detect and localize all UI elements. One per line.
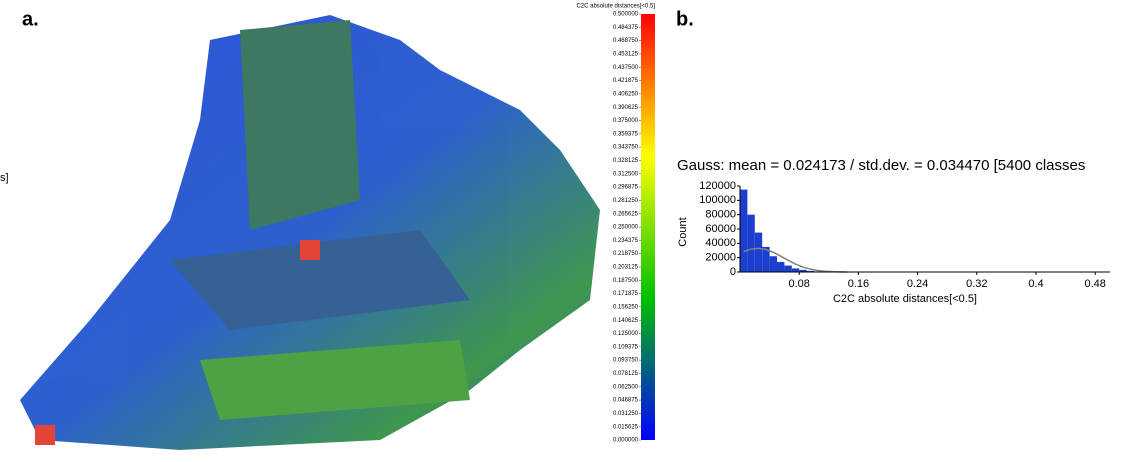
- y-tick-label: 0.468750: [613, 38, 639, 44]
- y-tick-label: 0.203125: [613, 265, 639, 271]
- y-tick-label: 0.140625: [613, 318, 639, 324]
- y-tick-label: 0.265625: [613, 211, 639, 217]
- bar: [784, 265, 792, 272]
- y-tick-label: 0.453125: [613, 52, 639, 58]
- cropped-text: s]: [0, 172, 9, 184]
- y-tick-label: 20000: [705, 252, 736, 264]
- chart-title: Gauss: mean = 0.024173 / std.dev. = 0.03…: [677, 157, 1085, 174]
- y-tick-label: 0.015625: [613, 424, 639, 430]
- cloud-hotspot: [35, 425, 55, 445]
- x-tick-label: 0.48: [1084, 278, 1105, 290]
- y-tick-label: 60000: [705, 223, 736, 235]
- y-tick-label: 0.218750: [613, 251, 639, 257]
- cloud-hotspot: [300, 240, 320, 260]
- panel-label: b.: [676, 8, 694, 30]
- y-tick-label: 0.421875: [613, 78, 639, 84]
- y-tick-label: 0.031250: [613, 411, 639, 417]
- y-tick-label: 0.343750: [613, 145, 639, 151]
- colorbar-title: C2C absolute distances[<0.5]: [576, 4, 655, 10]
- y-tick-label: 0.234375: [613, 238, 639, 244]
- y-tick-label: 0.062500: [613, 384, 639, 390]
- y-tick-label: 0.390625: [613, 105, 639, 111]
- y-tick-label: 0.359375: [613, 131, 639, 137]
- x-tick-label: 0.08: [788, 278, 809, 290]
- y-tick-label: 0.171875: [613, 291, 639, 297]
- x-axis-label: C2C absolute distances[<0.5]: [833, 293, 977, 305]
- bar: [777, 261, 785, 272]
- bar: [747, 214, 755, 272]
- y-axis-label: Count: [677, 217, 689, 246]
- x-tick-label: 0.32: [966, 278, 987, 290]
- bar: [754, 232, 763, 272]
- y-tick-label: 0.250000: [613, 225, 639, 231]
- y-tick-label: 0.406250: [613, 91, 639, 97]
- y-tick-label: 0.000000: [613, 438, 639, 444]
- y-tick-label: 100000: [699, 194, 736, 206]
- y-tick-label: 0.312500: [613, 171, 639, 177]
- y-tick-label: 120000: [699, 180, 736, 192]
- y-tick-label: 0.156250: [613, 304, 639, 310]
- x-tick-label: 0.4: [1028, 278, 1043, 290]
- y-tick-label: 0.328125: [613, 158, 639, 164]
- y-tick-label: 0.109375: [613, 344, 639, 350]
- colorbar: [641, 14, 655, 440]
- bar: [806, 270, 814, 272]
- cloud-ground: [200, 340, 470, 420]
- y-tick-label: 0.500000: [613, 12, 639, 18]
- y-tick-label: 0.484375: [613, 25, 639, 31]
- y-tick-label: 0.046875: [613, 398, 639, 404]
- cloud-stairs: [170, 230, 470, 330]
- bar: [799, 269, 807, 272]
- y-tick-label: 0: [730, 266, 736, 278]
- y-tick-label: 0.296875: [613, 185, 639, 191]
- x-tick-label: 0.24: [907, 278, 928, 290]
- bar: [769, 256, 777, 272]
- bar: [791, 268, 800, 272]
- bar: [762, 246, 770, 272]
- bar: [740, 189, 748, 272]
- x-tick-label: 0.16: [848, 278, 869, 290]
- y-tick-label: 0.125000: [613, 331, 639, 337]
- y-tick-label: 0.375000: [613, 118, 639, 124]
- y-tick-label: 80000: [705, 209, 736, 221]
- y-tick-label: 40000: [705, 237, 736, 249]
- point-cloud: [20, 15, 600, 450]
- y-tick-label: 0.093750: [613, 358, 639, 364]
- cloud-wall: [240, 20, 360, 230]
- y-tick-label: 0.437500: [613, 65, 639, 71]
- panel-label: a.: [22, 8, 39, 30]
- y-tick-label: 0.187500: [613, 278, 639, 284]
- y-tick-label: 0.078125: [613, 371, 639, 377]
- y-tick-label: 0.281250: [613, 198, 639, 204]
